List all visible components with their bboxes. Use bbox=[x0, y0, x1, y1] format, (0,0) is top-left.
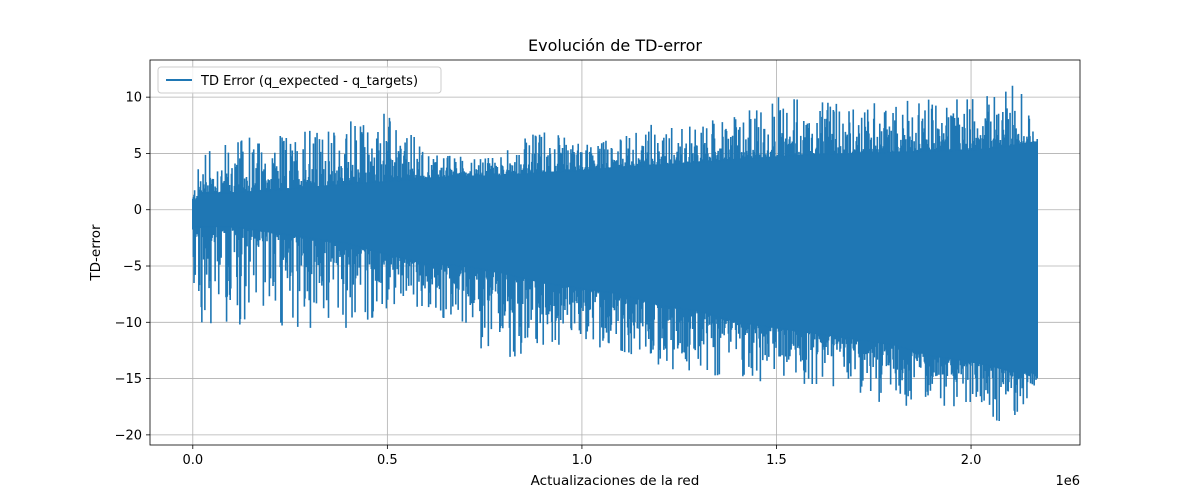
x-tick-label: 0.5 bbox=[377, 453, 398, 468]
axis-ticks: 0.0 0.5 1.0 1.5 2.0 −20 −15 −10 −5 0 5 10 bbox=[115, 91, 982, 468]
y-axis-label: TD-error bbox=[88, 224, 104, 282]
plot-area-frame bbox=[149, 59, 1081, 446]
y-tick-label: −20 bbox=[115, 428, 142, 443]
legend-box bbox=[157, 66, 442, 94]
chart-title: Evolución de TD-error bbox=[528, 36, 702, 55]
td-error-dense-band bbox=[192, 141, 1038, 374]
x-axis-label: Actualizaciones de la red bbox=[531, 473, 700, 489]
x-tick-label: 1.5 bbox=[766, 453, 787, 468]
y-tick-label: −15 bbox=[115, 372, 142, 387]
legend-label-td-error: TD Error (q_expected - q_targets) bbox=[200, 74, 418, 89]
x-tick-label: 2.0 bbox=[961, 453, 982, 468]
y-tick-label: −5 bbox=[123, 260, 142, 275]
y-tick-label: −10 bbox=[115, 316, 142, 331]
data-series-layer bbox=[192, 85, 1038, 421]
x-tick-label: 1.0 bbox=[572, 453, 593, 468]
y-tick-label: 10 bbox=[125, 91, 142, 106]
x-axis-offset-label: 1e6 bbox=[1055, 474, 1080, 489]
x-tick-label: 0.0 bbox=[182, 453, 203, 468]
y-tick-label: 5 bbox=[134, 147, 142, 162]
legend: TD Error (q_expected - q_targets) bbox=[157, 66, 442, 94]
y-tick-label: 0 bbox=[134, 203, 142, 218]
